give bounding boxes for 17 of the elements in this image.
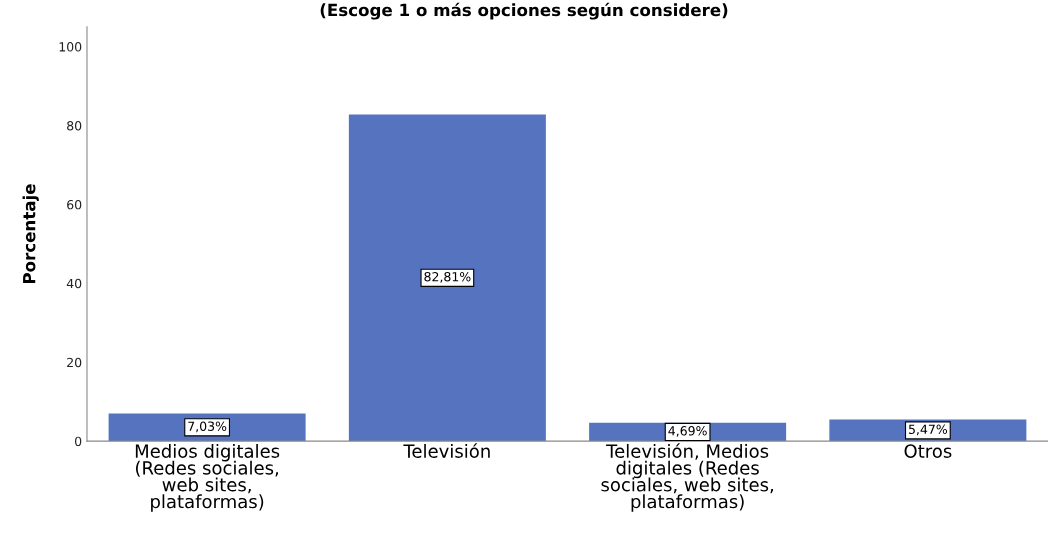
chart-title: (Escoge 1 o más opciones según considere): [320, 2, 728, 20]
bar: [348, 114, 546, 442]
x-tick-label: Otros: [904, 444, 952, 458]
y-tick-label: 0: [74, 436, 82, 447]
y-axis-title: Porcentaje: [22, 184, 39, 284]
x-tick-label: Medios digitales (Redes sociales, web sites, plataformas): [135, 443, 280, 512]
data-label: 5,47%: [908, 424, 948, 436]
y-tick-label: 80: [67, 121, 82, 131]
data-label: 7,03%: [188, 421, 227, 433]
y-tick-label: 60: [67, 199, 82, 210]
y-tick-label: 20: [67, 357, 82, 368]
x-tick-label: Televisión: [403, 443, 490, 458]
y-tick-label: 40: [66, 278, 82, 289]
x-tick-label: Televisión, Medios digitales (Redes sociales, web sites, plataformas): [601, 443, 774, 512]
data-label: 4,69%: [668, 426, 707, 437]
y-tick-label: 100: [59, 42, 82, 52]
data-label: 82,81%: [424, 271, 471, 283]
